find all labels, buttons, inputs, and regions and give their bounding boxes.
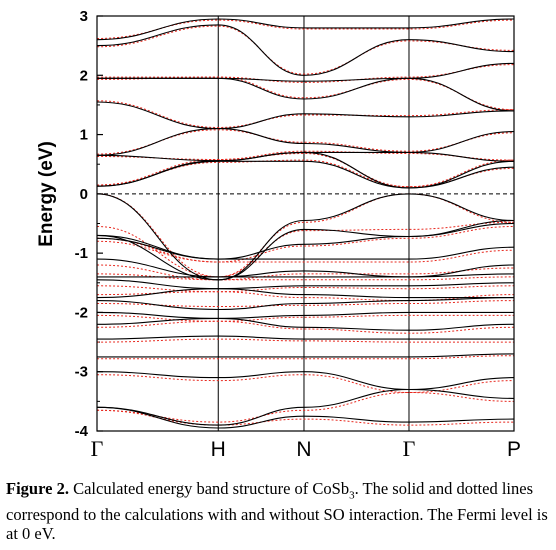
caption-text-start: Calculated energy band structure of CoSb <box>68 479 350 498</box>
y-axis-tick-labels: -4 -3 -2 -1 0 1 2 3 <box>75 8 89 440</box>
caption-label: Figure 2. <box>6 479 69 498</box>
band-solid <box>96 151 515 162</box>
band-dotted <box>96 314 514 322</box>
band-dotted <box>96 285 515 293</box>
band-solid <box>96 273 515 278</box>
y-tick-label: -2 <box>75 304 88 321</box>
band-solid <box>96 297 515 311</box>
band-solid <box>96 101 515 130</box>
band-solid <box>96 24 515 76</box>
band-dotted <box>96 264 515 281</box>
band-solid <box>96 353 515 358</box>
band-dotted <box>96 25 515 75</box>
band-dotted <box>96 100 515 129</box>
band-solid <box>96 388 515 426</box>
band-solid <box>96 128 515 156</box>
band-solid <box>96 311 514 319</box>
y-tick-label: -3 <box>75 364 88 381</box>
caption-subscript: 3 <box>349 489 355 502</box>
band-solid <box>96 193 515 281</box>
band-solid <box>96 237 515 260</box>
band-dotted <box>96 193 515 278</box>
k-point-label: P <box>507 438 521 461</box>
k-point-label: H <box>211 438 226 461</box>
band-solid <box>96 406 515 429</box>
band-dotted <box>96 240 515 263</box>
band-solid <box>96 279 515 290</box>
band-solid <box>97 62 515 82</box>
band-solid <box>96 317 515 331</box>
band-dotted <box>96 409 515 426</box>
band-solid <box>96 371 515 391</box>
caption-text-end: . The solid and dotted lines correspond … <box>6 479 548 544</box>
band-solid <box>96 160 515 189</box>
band-dotted <box>96 374 515 394</box>
y-axis-label: Energy (eV) <box>36 141 57 247</box>
band-solid <box>96 222 515 260</box>
plot-frame <box>96 15 515 432</box>
band-solid <box>96 335 514 340</box>
high-symmetry-lines <box>217 16 410 431</box>
y-tick-label: 2 <box>80 67 88 84</box>
band-dotted <box>96 152 515 188</box>
band-dotted <box>96 129 515 155</box>
bands-with-so <box>96 18 515 429</box>
band-solid <box>96 258 515 278</box>
y-tick-label: 3 <box>80 8 88 25</box>
y-tick-label: -1 <box>75 245 88 262</box>
figure-caption: Figure 2. Calculated energy band structu… <box>6 479 554 543</box>
y-tick-label: 0 <box>80 186 88 203</box>
band-solid <box>96 288 514 299</box>
band-solid <box>97 77 515 112</box>
y-tick-label: -4 <box>75 423 89 440</box>
y-tick-label: 1 <box>80 127 88 144</box>
k-point-label: N <box>296 438 311 461</box>
k-point-label: Γ <box>403 436 416 461</box>
band-dotted <box>96 391 515 423</box>
band-solid <box>96 18 515 41</box>
k-point-label: Γ <box>91 436 104 461</box>
band-dotted <box>96 221 515 278</box>
